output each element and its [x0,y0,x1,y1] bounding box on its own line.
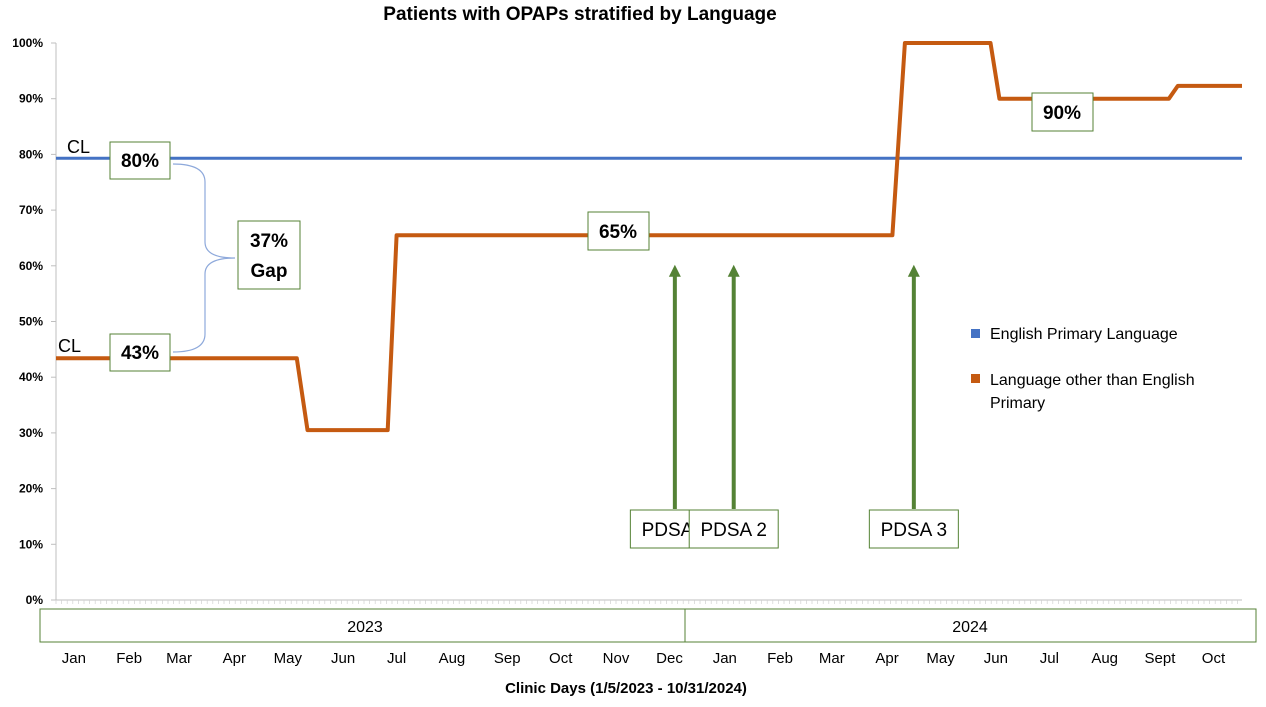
month-label: May [274,650,303,667]
other-initial-value-box: 43% [109,333,171,372]
y-tick-label: 20% [19,482,43,496]
legend-label-other: Language other than English Primary [990,372,1199,412]
y-tick-label: 40% [19,370,43,384]
month-label: Nov [603,650,630,667]
month-label: Sep [494,650,521,667]
series-line-other-language [56,41,1242,433]
y-axis-ticks: 0% 10% 20% 30% 40% 50% 60% 70% 80% 90% 100% [12,36,56,607]
month-label: May [926,650,955,667]
month-label: Jul [1040,650,1059,667]
month-label: Feb [767,650,793,667]
month-label: Jul [387,650,406,667]
legend: English Primary Language Language other … [971,326,1199,412]
month-label: Jan [62,650,86,667]
year-band: 2023 2024 [39,608,1257,643]
month-label: Jun [331,650,355,667]
x-axis-label: Clinic Days (1/5/2023 - 10/31/2024) [505,680,747,697]
other-final-value-box: 90% [1031,92,1094,132]
year-band-2024 [684,608,1257,643]
month-label: Sept [1145,650,1177,667]
pdsa-arrowhead-3 [907,264,920,277]
y-tick-label: 100% [12,36,43,50]
gap-value-label: 37% [250,231,288,252]
cl-label-lower: CL [58,336,81,356]
month-label: Oct [1202,650,1226,667]
month-label: Jan [713,650,737,667]
month-label: Jun [984,650,1008,667]
month-labels: Jan Feb Mar Apr May Jun Jul Aug Sep Oct Nov Dec Jan F… [62,650,1226,667]
month-label: Mar [819,650,845,667]
month-label: Feb [116,650,142,667]
pdsa-arrowhead-2 [727,264,740,277]
legend-label-english: English Primary Language [990,326,1178,343]
y-tick-label: 90% [19,92,43,106]
month-label: Aug [1091,650,1118,667]
y-tick-label: 70% [19,203,43,217]
gap-brace [172,163,236,353]
pdsa-arrowhead-1 [668,264,681,277]
y-tick-label: 30% [19,426,43,440]
month-label: Oct [549,650,573,667]
legend-swatch-other [971,374,980,383]
english-value-box: 80% [109,141,171,180]
gap-box: 37% Gap [237,220,301,290]
legend-swatch-english [971,329,980,338]
y-tick-label: 50% [19,315,43,329]
month-label: Apr [223,650,246,667]
y-tick-label: 0% [26,593,44,607]
english-value-label: 80% [121,151,159,172]
month-label: Dec [656,650,683,667]
other-final-value-label: 90% [1043,103,1081,124]
series-lines [56,41,1242,433]
year-label-2023: 2023 [347,619,383,636]
month-label: Mar [166,650,192,667]
pdsa-label-3: PDSA 3 [881,520,948,541]
other-mid-value-label: 65% [599,222,637,243]
x-axis-minor-ticks [55,600,1238,604]
cl-label-upper: CL [67,137,90,157]
chart-title: Patients with OPAPs stratified by Langua… [383,4,776,25]
year-label-2024: 2024 [952,619,988,636]
pdsa-box-3 [868,509,959,549]
y-tick-label: 80% [19,147,43,161]
other-mid-value-box: 65% [587,211,650,251]
pdsa-label-2: PDSA 2 [700,520,767,541]
month-label: Apr [875,650,898,667]
other-initial-value-label: 43% [121,343,159,364]
y-tick-label: 60% [19,259,43,273]
y-tick-label: 10% [19,537,43,551]
gap-text-label: Gap [251,261,288,282]
month-label: Aug [439,650,466,667]
pdsa-box-2 [688,509,779,549]
